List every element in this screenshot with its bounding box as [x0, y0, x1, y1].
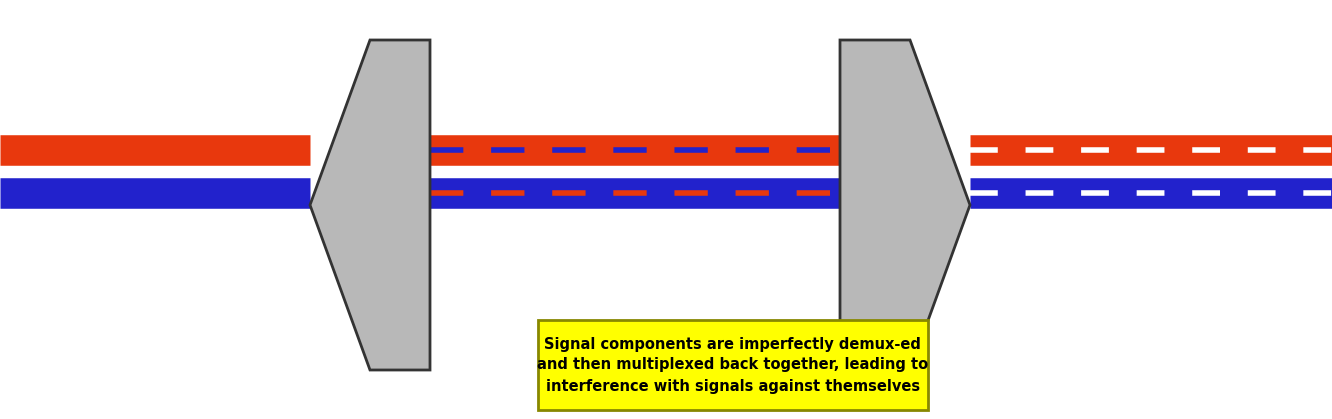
Polygon shape [310, 40, 430, 370]
Polygon shape [840, 40, 970, 370]
Text: Signal components are imperfectly demux-ed
and then multiplexed back together, l: Signal components are imperfectly demux-… [537, 336, 928, 393]
FancyBboxPatch shape [538, 320, 927, 410]
